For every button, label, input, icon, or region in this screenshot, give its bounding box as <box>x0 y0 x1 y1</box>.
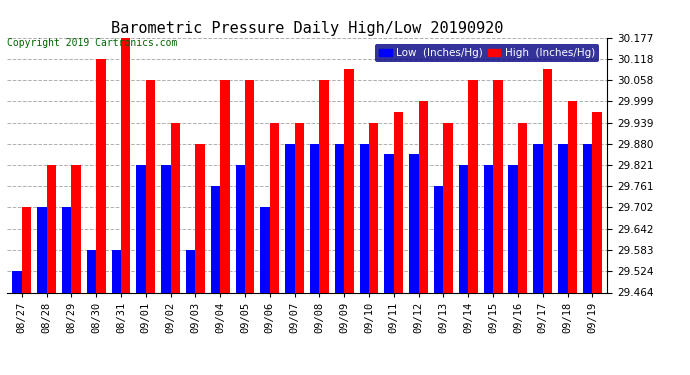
Title: Barometric Pressure Daily High/Low 20190920: Barometric Pressure Daily High/Low 20190… <box>111 21 503 36</box>
Bar <box>260 207 270 292</box>
Bar <box>459 165 469 292</box>
Bar <box>344 69 354 292</box>
Bar <box>96 58 106 292</box>
Bar <box>384 154 394 292</box>
Bar <box>319 80 329 292</box>
Bar <box>62 207 71 292</box>
Bar <box>285 144 295 292</box>
Bar <box>493 80 502 292</box>
Text: Copyright 2019 Cartronics.com: Copyright 2019 Cartronics.com <box>7 38 177 48</box>
Bar <box>146 80 155 292</box>
Bar <box>409 154 419 292</box>
Bar <box>518 123 527 292</box>
Bar <box>121 38 130 292</box>
Bar <box>583 144 592 292</box>
Bar <box>295 123 304 292</box>
Legend: Low  (Inches/Hg), High  (Inches/Hg): Low (Inches/Hg), High (Inches/Hg) <box>375 44 599 62</box>
Bar <box>567 101 577 292</box>
Bar <box>543 69 552 292</box>
Bar <box>22 207 31 292</box>
Bar <box>71 165 81 292</box>
Bar <box>359 144 369 292</box>
Bar <box>419 101 428 292</box>
Bar <box>335 144 344 292</box>
Bar <box>37 207 47 292</box>
Bar <box>533 144 543 292</box>
Bar <box>245 80 255 292</box>
Bar <box>444 123 453 292</box>
Bar <box>220 80 230 292</box>
Bar <box>469 80 477 292</box>
Bar <box>394 112 403 292</box>
Bar <box>87 250 96 292</box>
Bar <box>211 186 220 292</box>
Bar <box>592 112 602 292</box>
Bar <box>484 165 493 292</box>
Bar <box>434 186 444 292</box>
Bar <box>186 250 195 292</box>
Bar <box>137 165 146 292</box>
Bar <box>310 144 319 292</box>
Bar <box>170 123 180 292</box>
Bar <box>235 165 245 292</box>
Bar <box>558 144 567 292</box>
Bar <box>509 165 518 292</box>
Bar <box>161 165 170 292</box>
Bar <box>12 271 22 292</box>
Bar <box>270 123 279 292</box>
Bar <box>195 144 205 292</box>
Bar <box>369 123 379 292</box>
Bar <box>47 165 56 292</box>
Bar <box>112 250 121 292</box>
